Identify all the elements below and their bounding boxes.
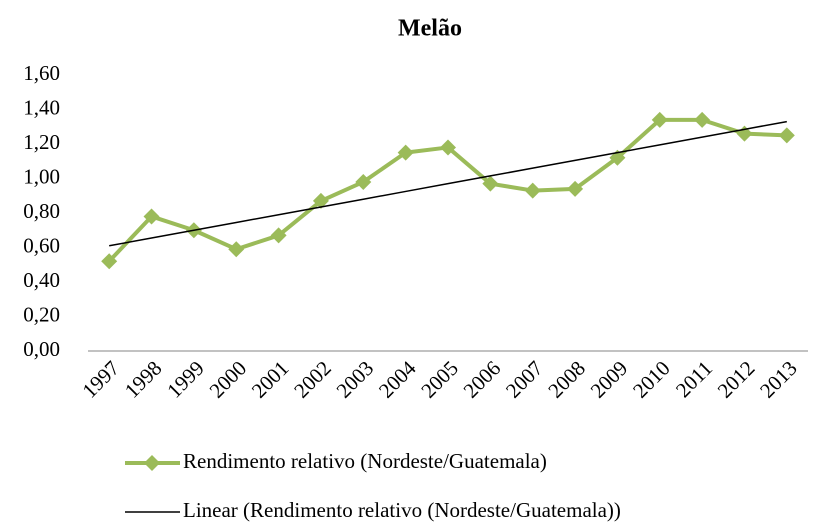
x-tick-label: 2002: [289, 356, 336, 403]
data-point: [143, 208, 160, 225]
x-tick-label: 2004: [374, 356, 421, 403]
x-tick-label: 2009: [586, 356, 633, 403]
y-tick-label: 1,40: [23, 95, 60, 119]
legend-marker: [144, 455, 160, 471]
data-point: [567, 180, 584, 197]
data-point: [101, 253, 118, 270]
legend-label: Rendimento relativo (Nordeste/Guatemala): [183, 449, 547, 473]
x-tick-label: 2003: [332, 356, 379, 403]
x-tick-label: 1998: [120, 356, 167, 403]
legend-label: Linear (Rendimento relativo (Nordeste/Gu…: [183, 498, 621, 522]
x-tick-label: 2005: [416, 356, 463, 403]
x-tick-label: 2006: [459, 356, 506, 403]
x-tick-label: 2010: [628, 356, 675, 403]
y-tick-label: 1,20: [23, 130, 60, 154]
x-tick-label: 2012: [713, 356, 760, 403]
data-point: [270, 227, 287, 244]
data-point: [778, 127, 795, 144]
y-tick-label: 0,20: [23, 302, 60, 326]
y-tick-label: 1,60: [23, 61, 60, 85]
x-tick-label: 2007: [501, 356, 548, 403]
x-tick-label: 2000: [205, 356, 252, 403]
x-tick-label: 2001: [247, 356, 294, 403]
x-tick-label: 1999: [162, 356, 209, 403]
data-point: [312, 192, 329, 209]
data-point: [397, 144, 414, 161]
data-point: [524, 182, 541, 199]
data-point: [355, 173, 372, 190]
y-tick-label: 0,00: [23, 337, 60, 361]
y-tick-label: 0,60: [23, 233, 60, 257]
y-tick-label: 0,40: [23, 268, 60, 292]
data-point: [694, 111, 711, 128]
x-tick-label: 1997: [77, 356, 124, 403]
y-tick-label: 1,00: [23, 164, 60, 188]
data-point: [651, 111, 668, 128]
x-tick-label: 2013: [755, 356, 802, 403]
y-tick-label: 0,80: [23, 199, 60, 223]
data-point: [228, 241, 245, 258]
data-point: [482, 175, 499, 192]
data-point: [736, 125, 753, 142]
x-tick-label: 2011: [671, 356, 717, 402]
chart-title: Melão: [398, 16, 462, 42]
x-tick-label: 2008: [543, 356, 590, 403]
series-line: [109, 120, 787, 247]
data-point: [440, 139, 456, 156]
